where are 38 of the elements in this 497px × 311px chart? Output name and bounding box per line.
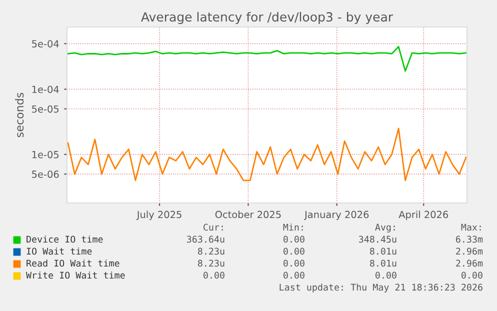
legend-label: Write IO Wait time [26, 272, 125, 279]
chart-title: Average latency for /dev/loop3 - by year [141, 12, 394, 24]
text: 8.01u [370, 260, 396, 267]
y-tick-label: 1e-04 [32, 86, 59, 94]
text: 2.96m [456, 260, 483, 267]
y-tick-label: 5e-05 [32, 105, 59, 113]
text: Min: [283, 224, 303, 231]
text: 0.00 [204, 272, 224, 279]
y-tick-label: 1e-05 [32, 150, 59, 158]
text: 0.00 [284, 260, 304, 267]
text: 8.01u [370, 248, 396, 255]
legend-label: Read IO Wait time [26, 260, 120, 267]
text: Cur: [204, 224, 223, 231]
x-tick-label: April 2026 [398, 210, 448, 220]
text: 8.23u [198, 248, 224, 255]
legend-label: Device IO time [26, 236, 103, 243]
y-tick-label: 5e-06 [32, 170, 59, 178]
line-series [67, 46, 467, 72]
text: 8.23u [198, 260, 224, 267]
line-series [67, 128, 467, 182]
text: 6.33m [456, 236, 483, 243]
text: 2.96m [456, 248, 483, 255]
text: Avg: [375, 224, 395, 232]
text: 0.00 [284, 248, 304, 255]
text: 348.45u [358, 236, 396, 243]
text: 363.64u [186, 236, 224, 243]
text: Last update: Thu May 21 18:36:23 2026 [280, 284, 482, 292]
x-tick-label: January 2026 [304, 210, 369, 220]
text: 0.00 [284, 236, 304, 243]
y-axis-title: seconds [15, 92, 24, 138]
x-tick-label: July 2025 [136, 210, 182, 220]
text: Max: [461, 224, 481, 231]
text: 0.00 [462, 272, 482, 279]
text: 0.00 [376, 272, 396, 279]
y-tick-label: 5e-04 [32, 40, 59, 48]
legend-label: IO Wait time [26, 248, 92, 255]
text: 0.00 [284, 272, 304, 279]
x-tick-label: October 2025 [215, 210, 281, 218]
